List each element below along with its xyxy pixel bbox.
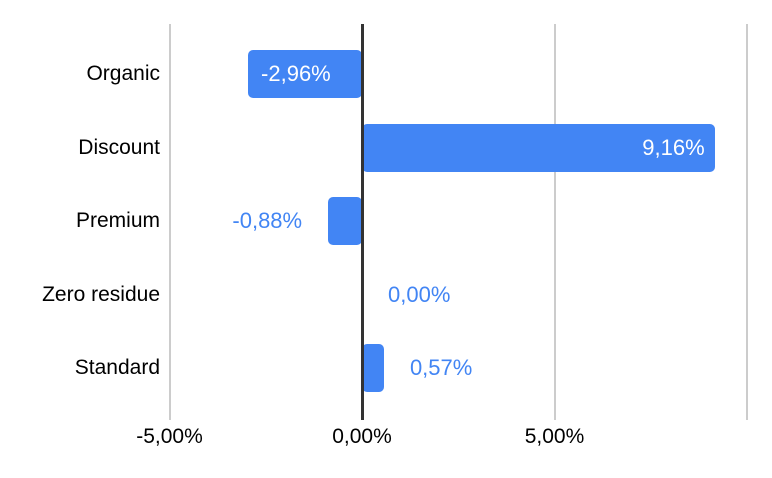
data-label: 9,16%	[642, 134, 705, 160]
category-label: Standard	[74, 356, 160, 379]
category-label: Zero residue	[42, 282, 160, 306]
data-label: 0,00%	[388, 281, 451, 307]
bar	[328, 197, 362, 245]
category-label: Premium	[75, 209, 160, 232]
category-label: Discount	[78, 135, 160, 159]
x-axis-tick-label: 5,00%	[524, 425, 585, 448]
bar	[362, 123, 715, 172]
category-label: Organic	[86, 62, 160, 85]
data-label: -0,88%	[232, 208, 303, 233]
x-axis-tick-label: 0,00%	[332, 425, 392, 448]
bar	[248, 50, 362, 98]
x-axis-tick-label: -5,00%	[136, 425, 203, 448]
data-label: 0,57%	[409, 355, 473, 380]
gridline	[746, 24, 748, 420]
bar	[362, 344, 384, 392]
gridline	[553, 24, 556, 420]
gridline	[168, 24, 171, 420]
zero-axis-line	[360, 24, 364, 420]
data-label: -2,96%	[261, 61, 331, 86]
